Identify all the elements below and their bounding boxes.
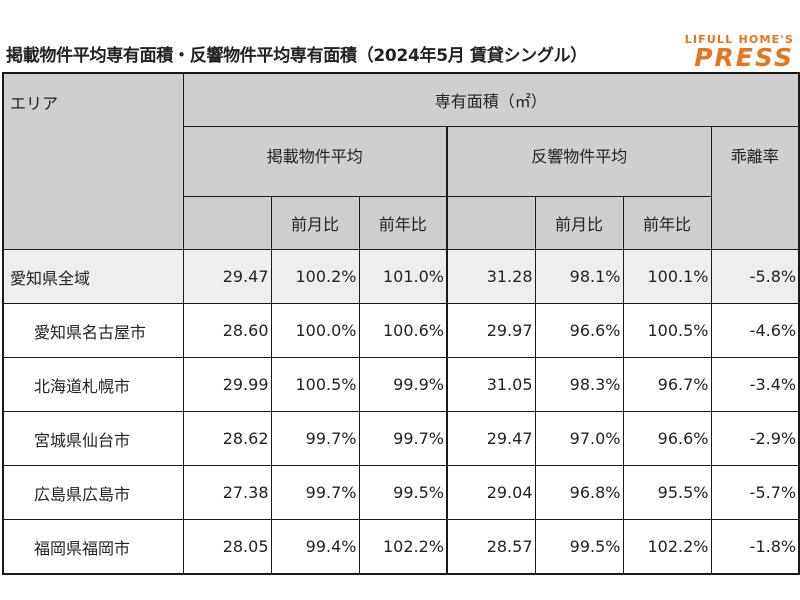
header-response-mom: 前月比	[534, 196, 624, 250]
listing-mom: 100.2%	[270, 249, 360, 304]
header-floor-area: 専有面積（㎡）	[182, 72, 800, 127]
response-area: 29.47	[446, 411, 536, 466]
table-row: 宮城県仙台市 28.62 99.7% 99.7% 29.47 97.0% 96.…	[2, 411, 800, 466]
header-listing-average: 掲載物件平均	[182, 126, 448, 197]
response-mom: 98.3%	[534, 357, 624, 412]
table-row: 福岡県福岡市 28.05 99.4% 102.2% 28.57 99.5% 10…	[2, 519, 800, 575]
area-name: 愛知県全域	[2, 249, 184, 304]
area-comparison-table: エリア 専有面積（㎡） 掲載物件平均 反響物件平均 乖離率 前月比 前年比 前月…	[2, 72, 800, 575]
response-area: 31.05	[446, 357, 536, 412]
header-divergence-rate: 乖離率	[710, 126, 800, 250]
listing-mom: 100.0%	[270, 303, 360, 358]
area-name: 福岡県福岡市	[2, 519, 184, 575]
table-row: 愛知県全域 29.47 100.2% 101.0% 31.28 98.1% 10…	[2, 249, 800, 304]
divergence-rate: -4.6%	[710, 303, 800, 358]
divergence-rate: -2.9%	[710, 411, 800, 466]
response-mom: 99.5%	[534, 519, 624, 575]
table-row: 北海道札幌市 29.99 100.5% 99.9% 31.05 98.3% 96…	[2, 357, 800, 412]
page-title: 掲載物件平均専有面積・反響物件平均専有面積（2024年5月 賃貸シングル）	[6, 46, 587, 66]
listing-yoy: 101.0%	[358, 249, 448, 304]
area-name: 宮城県仙台市	[2, 411, 184, 466]
listing-yoy: 99.5%	[358, 465, 448, 520]
divergence-rate: -3.4%	[710, 357, 800, 412]
logo-top-text: LIFULL HOME'S	[684, 33, 794, 46]
response-yoy: 96.6%	[622, 411, 712, 466]
listing-yoy: 99.9%	[358, 357, 448, 412]
listing-area: 29.47	[182, 249, 272, 304]
response-area: 31.28	[446, 249, 536, 304]
listing-area: 28.62	[182, 411, 272, 466]
listing-mom: 99.7%	[270, 411, 360, 466]
header-listing-yoy: 前年比	[358, 196, 448, 250]
response-area: 28.57	[446, 519, 536, 575]
response-yoy: 102.2%	[622, 519, 712, 575]
area-name: 北海道札幌市	[2, 357, 184, 412]
listing-yoy: 102.2%	[358, 519, 448, 575]
listing-area: 28.05	[182, 519, 272, 575]
brand-logo: LIFULL HOME'S PRESS	[684, 33, 794, 72]
response-yoy: 100.1%	[622, 249, 712, 304]
listing-mom: 100.5%	[270, 357, 360, 412]
response-area: 29.04	[446, 465, 536, 520]
response-mom: 98.1%	[534, 249, 624, 304]
header-response-value	[446, 196, 536, 250]
response-mom: 96.8%	[534, 465, 624, 520]
listing-area: 27.38	[182, 465, 272, 520]
response-mom: 97.0%	[534, 411, 624, 466]
table-row: 広島県広島市 27.38 99.7% 99.5% 29.04 96.8% 95.…	[2, 465, 800, 520]
area-name: 広島県広島市	[2, 465, 184, 520]
logo-main-text: PRESS	[694, 43, 794, 72]
divergence-rate: -5.7%	[710, 465, 800, 520]
header-listing-value	[182, 196, 272, 250]
header-listing-mom: 前月比	[270, 196, 360, 250]
response-yoy: 96.7%	[622, 357, 712, 412]
listing-mom: 99.7%	[270, 465, 360, 520]
header-response-yoy: 前年比	[622, 196, 712, 250]
listing-yoy: 99.7%	[358, 411, 448, 466]
divergence-rate: -5.8%	[710, 249, 800, 304]
listing-area: 28.60	[182, 303, 272, 358]
listing-yoy: 100.6%	[358, 303, 448, 358]
listing-area: 29.99	[182, 357, 272, 412]
listing-mom: 99.4%	[270, 519, 360, 575]
response-mom: 96.6%	[534, 303, 624, 358]
response-area: 29.97	[446, 303, 536, 358]
header-response-average: 反響物件平均	[446, 126, 712, 197]
table-row: 愛知県名古屋市 28.60 100.0% 100.6% 29.97 96.6% …	[2, 303, 800, 358]
header-area: エリア	[2, 72, 184, 250]
response-yoy: 95.5%	[622, 465, 712, 520]
divergence-rate: -1.8%	[710, 519, 800, 575]
response-yoy: 100.5%	[622, 303, 712, 358]
area-name: 愛知県名古屋市	[2, 303, 184, 358]
